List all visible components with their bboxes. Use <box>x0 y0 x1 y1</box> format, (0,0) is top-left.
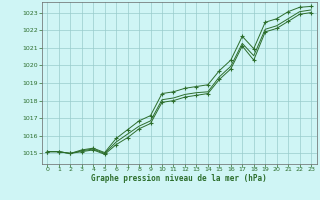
X-axis label: Graphe pression niveau de la mer (hPa): Graphe pression niveau de la mer (hPa) <box>91 174 267 183</box>
